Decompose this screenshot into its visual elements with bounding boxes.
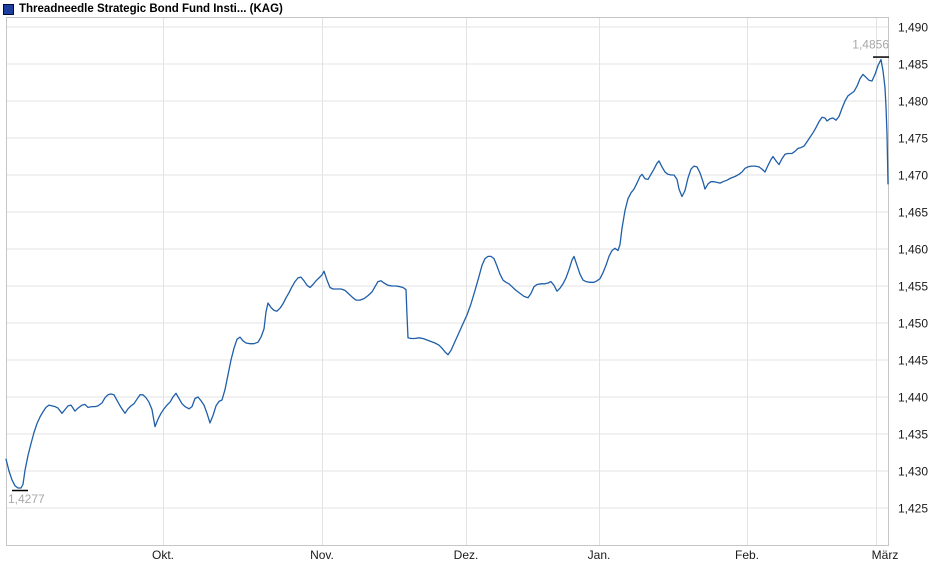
chart-legend: Threadneedle Strategic Bond Fund Insti..… [3,2,283,16]
series-marker-icon [3,3,14,15]
plot-border [6,17,889,546]
y-axis-label: 1,450 [898,317,928,331]
y-axis-label: 1,480 [898,95,928,109]
y-axis-label: 1,475 [898,132,928,146]
y-axis-label: 1,460 [898,243,928,257]
y-axis-label: 1,445 [898,354,928,368]
y-axis-label: 1,485 [898,58,928,72]
y-axis-label: 1,435 [898,428,928,442]
x-axis-label: Feb. [735,548,759,562]
x-axis-label: Okt. [152,548,174,562]
x-axis-label: März [872,548,899,562]
y-axis-label: 1,465 [898,206,928,220]
y-axis-label: 1,440 [898,391,928,405]
y-axis-label: 1,430 [898,465,928,479]
y-axis-label: 1,455 [898,280,928,294]
high-value-annotation: 1,4856 [852,38,889,52]
chart-title: Threadneedle Strategic Bond Fund Insti..… [19,3,283,15]
y-axis-label: 1,425 [898,502,928,516]
low-value-annotation: 1,4277 [8,492,45,506]
x-axis-label: Nov. [310,548,334,562]
y-axis-label: 1,490 [898,21,928,35]
x-axis-label: Jan. [588,548,611,562]
price-line [5,58,889,489]
x-axis-label: Dez. [454,548,479,562]
y-axis-label: 1,470 [898,169,928,183]
